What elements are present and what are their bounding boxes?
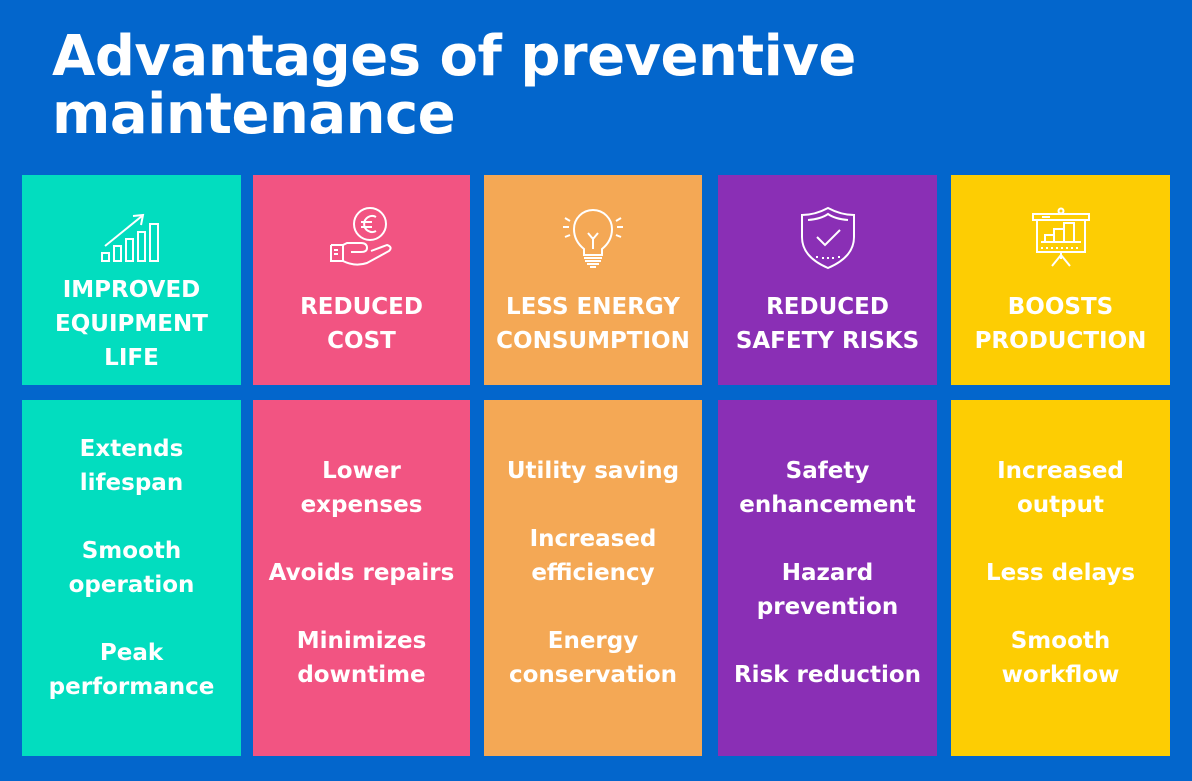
heading-line: CONSUMPTION [496,328,690,354]
benefit-item: Peak performance [48,640,215,700]
title-line-1: Advantages of preventive [52,24,856,89]
heading-line: IMPROVED [62,277,201,303]
heading: IMPROVED EQUIPMENT LIFE [49,271,214,377]
heading-line: LIFE [104,345,159,371]
heading: REDUCED SAFETY RISKS [730,271,925,377]
euro-hand-icon [327,205,397,271]
benefits-card-less-energy-consumption: Utility saving Increased efficiency Energ… [484,400,702,756]
benefits-card-reduced-cost: Lower expenses Avoids repairs Minimizes do… [253,400,470,756]
benefit-item: Smooth workflow [1001,628,1120,688]
header-card-reduced-cost: REDUCED COST [253,175,470,385]
page-title: Advantages of preventive maintenance [52,28,856,144]
heading-line: COST [327,328,396,354]
benefit-item: Energy conservation [508,628,677,688]
heading-line: LESS ENERGY [506,294,680,320]
header-card-improved-equipment-life: IMPROVED EQUIPMENT LIFE [22,175,241,385]
benefits-card-reduced-safety-risks: Safety enhancement Hazard prevention Risk … [718,400,937,756]
lightbulb-icon [558,205,628,271]
header-card-boosts-production: BOOSTS PRODUCTION [951,175,1170,385]
heading-line: REDUCED [766,294,889,320]
benefit-item: Utility saving [506,458,680,484]
heading-line: PRODUCTION [974,328,1147,354]
benefit-item: Lower expenses [300,458,423,518]
header-card-reduced-safety-risks: REDUCED SAFETY RISKS [718,175,937,385]
heading-line: BOOSTS [1007,294,1114,320]
benefit-item: Hazard prevention [756,560,899,620]
heading-line: EQUIPMENT [55,311,208,337]
benefit-item: Avoids repairs [268,560,455,586]
header-card-less-energy-consumption: LESS ENERGY CONSUMPTION [484,175,702,385]
benefit-item: Less delays [985,560,1136,586]
heading-line: REDUCED [300,294,423,320]
heading: LESS ENERGY CONSUMPTION [494,271,692,377]
heading: BOOSTS PRODUCTION [969,271,1153,377]
growth-chart-icon [97,205,167,271]
benefit-item: Increased efficiency [529,526,657,586]
benefits-card-improved-equipment-life: Extends lifespan Smooth operation Peak perf… [22,400,241,756]
presentation-chart-icon [1026,205,1096,271]
title-line-2: maintenance [52,82,456,147]
shield-check-icon [793,205,863,271]
benefit-item: Minimizes downtime [296,628,427,688]
benefit-item: Risk reduction [733,662,922,688]
benefit-item: Safety enhancement [739,458,916,518]
benefits-card-boosts-production: Increased output Less delays Smooth workfl… [951,400,1170,756]
benefit-item: Increased output [997,458,1124,518]
heading: REDUCED COST [294,271,429,377]
benefit-item: Smooth operation [68,538,195,598]
heading-line: SAFETY RISKS [735,328,920,354]
benefit-item: Extends lifespan [79,436,184,496]
